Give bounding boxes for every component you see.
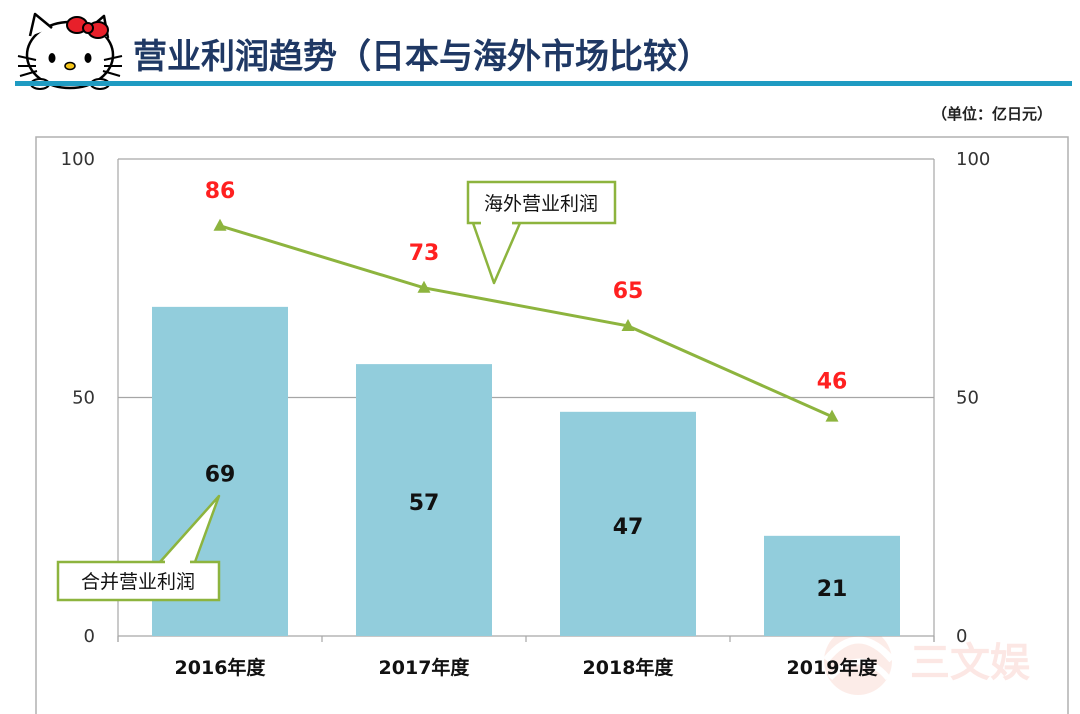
x-tick-label: 2016年度 — [175, 656, 267, 679]
bar — [560, 411, 696, 636]
y-tick-label: 0 — [84, 626, 95, 647]
watermark: 三文娱 — [823, 627, 1030, 695]
x-tick-label: 2017年度 — [379, 656, 471, 679]
y-tick-label: 50 — [72, 388, 95, 409]
watermark-logo-icon — [823, 627, 895, 695]
y2-tick-label: 50 — [956, 388, 979, 409]
unit-label: （单位：亿日元） — [932, 105, 1052, 123]
bar-value-label: 69 — [205, 462, 236, 487]
watermark-text: 三文娱 — [910, 640, 1030, 686]
line-point-marker — [621, 318, 635, 331]
y2-tick-label: 0 — [956, 626, 967, 647]
page-title: 营业利润趋势（日本与海外市场比较） — [133, 37, 711, 77]
y-tick-label: 100 — [61, 149, 95, 170]
title-rule — [15, 81, 1072, 86]
line-point-marker — [825, 409, 839, 422]
line-value-label: 46 — [817, 370, 848, 395]
y2-tick-label: 100 — [956, 149, 990, 170]
header: 营业利润趋势（日本与海外市场比较） （单位：亿日元） — [15, 12, 1072, 123]
bar-value-label: 21 — [817, 577, 848, 602]
bar-value-label: 47 — [613, 515, 644, 540]
bow-icon — [66, 16, 109, 39]
line-value-label: 65 — [613, 279, 644, 304]
bar — [356, 364, 492, 636]
callout-consolidated-label: 合并营业利润 — [81, 571, 195, 593]
bar-value-label: 57 — [409, 491, 440, 516]
line-value-label: 86 — [205, 179, 236, 204]
callout-consolidated: 合并营业利润 — [56, 494, 221, 602]
x-tick-label: 2019年度 — [787, 656, 879, 679]
x-tick-label: 2018年度 — [583, 656, 675, 679]
line-point-marker — [213, 218, 227, 231]
line-point-marker — [417, 280, 431, 293]
hello-kitty-logo — [17, 12, 123, 90]
line-value-label: 73 — [409, 241, 440, 266]
callout-overseas-label: 海外营业利润 — [484, 193, 598, 215]
chart-plot: 0 50 100 0 50 100 69 57 47 21 2016年度 2017年度 2018年度 20… — [61, 149, 991, 679]
chart-frame — [35, 136, 1069, 714]
line-series-overseas — [219, 224, 833, 418]
callout-overseas: 海外营业利润 — [466, 180, 617, 285]
bar — [764, 535, 900, 636]
